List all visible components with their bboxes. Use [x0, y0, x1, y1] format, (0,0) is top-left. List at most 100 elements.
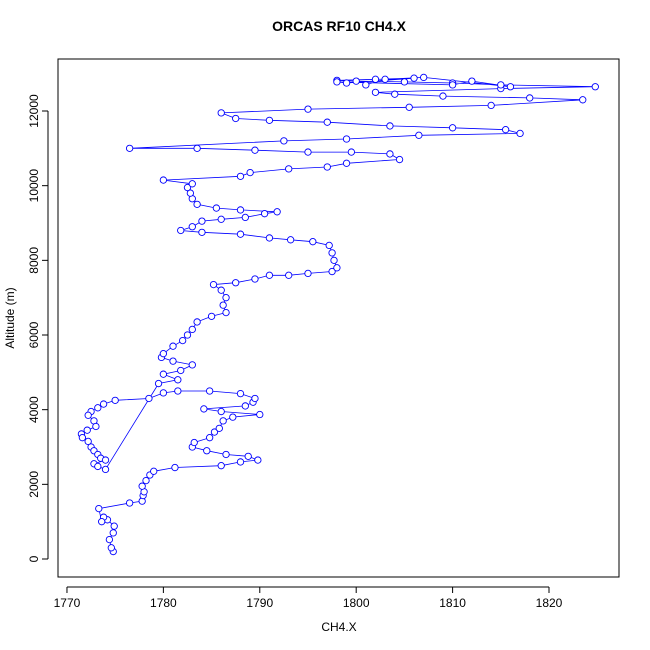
data-point	[78, 434, 87, 442]
data-point	[105, 535, 114, 544]
data-point	[236, 230, 245, 238]
data-point	[169, 357, 177, 365]
data-point	[193, 200, 201, 208]
data-point	[145, 394, 153, 403]
data-point	[405, 103, 413, 111]
y-tick-label: 12000	[27, 94, 41, 128]
y-tick-label: 8000	[27, 247, 41, 274]
data-point	[159, 176, 168, 184]
data-point	[325, 241, 333, 250]
data-point	[84, 411, 92, 419]
data-point	[236, 172, 245, 180]
data-point	[198, 217, 206, 225]
x-tick-label: 1820	[536, 596, 563, 610]
data-point	[142, 476, 150, 485]
x-tick-label: 1790	[246, 596, 273, 610]
data-point	[251, 394, 259, 403]
data-point	[125, 499, 134, 507]
data-point	[217, 286, 225, 294]
plot-frame	[57, 58, 620, 578]
data-point	[286, 236, 295, 244]
data-point	[232, 279, 240, 287]
data-point	[109, 529, 117, 537]
data-point	[439, 92, 447, 100]
data-point	[217, 462, 225, 470]
data-line	[80, 76, 596, 552]
data-point	[342, 79, 351, 87]
data-point	[154, 379, 163, 388]
y-tick-label: 0	[27, 555, 41, 562]
data-point	[232, 114, 240, 123]
data-point	[210, 428, 219, 436]
data-point	[171, 463, 179, 472]
data-point	[95, 504, 103, 513]
data-point	[256, 410, 264, 419]
data-point	[241, 213, 249, 222]
data-point	[516, 129, 524, 138]
data-point	[200, 405, 208, 413]
data-point	[188, 361, 196, 369]
data-point	[94, 462, 102, 471]
data-point	[420, 73, 428, 82]
data-point	[280, 137, 288, 145]
data-point	[254, 456, 262, 464]
data-point	[333, 78, 341, 86]
data-point	[304, 148, 312, 156]
data-point	[410, 74, 418, 82]
data-point	[92, 422, 100, 431]
data-point	[217, 407, 225, 416]
data-point	[236, 458, 245, 466]
data-point	[177, 366, 185, 375]
data-point	[169, 342, 177, 350]
data-point	[84, 437, 92, 446]
data-point	[99, 400, 108, 408]
data-point	[386, 122, 394, 130]
data-point	[206, 387, 214, 395]
data-point	[241, 402, 249, 410]
data-point	[101, 465, 110, 474]
data-point	[198, 228, 206, 236]
data-point	[328, 249, 336, 257]
data-point	[193, 318, 201, 326]
data-point	[304, 105, 312, 113]
data-point	[236, 389, 245, 398]
data-point	[501, 126, 510, 134]
data-point	[150, 467, 158, 475]
data-point	[246, 168, 254, 177]
data-point	[179, 336, 187, 345]
data-point	[591, 83, 599, 91]
data-point	[236, 206, 245, 214]
data-point	[229, 413, 237, 421]
data-point	[209, 280, 218, 289]
data-point	[265, 116, 274, 124]
data-point	[487, 101, 495, 110]
data-point	[206, 434, 214, 442]
x-axis-label: CH4.X	[321, 620, 356, 634]
data-point	[352, 77, 360, 85]
data-point	[285, 165, 293, 173]
data-point	[260, 210, 269, 218]
data-point	[174, 387, 182, 395]
data-point	[381, 75, 389, 83]
data-point	[159, 389, 168, 397]
x-tick-label: 1810	[439, 596, 466, 610]
data-point	[273, 208, 281, 216]
data-point	[391, 90, 399, 98]
data-point	[330, 256, 338, 264]
data-point	[371, 88, 380, 96]
data-point	[400, 78, 409, 86]
data-point	[309, 238, 317, 246]
data-point	[415, 131, 423, 139]
data-point	[217, 215, 225, 223]
data-point	[448, 81, 457, 89]
data-point	[188, 325, 196, 334]
data-point	[183, 331, 192, 339]
data-point	[497, 81, 505, 89]
data-point	[219, 417, 227, 425]
data-point	[222, 308, 230, 317]
data-point	[386, 150, 394, 158]
data-point	[285, 271, 293, 279]
data-point	[110, 522, 118, 530]
